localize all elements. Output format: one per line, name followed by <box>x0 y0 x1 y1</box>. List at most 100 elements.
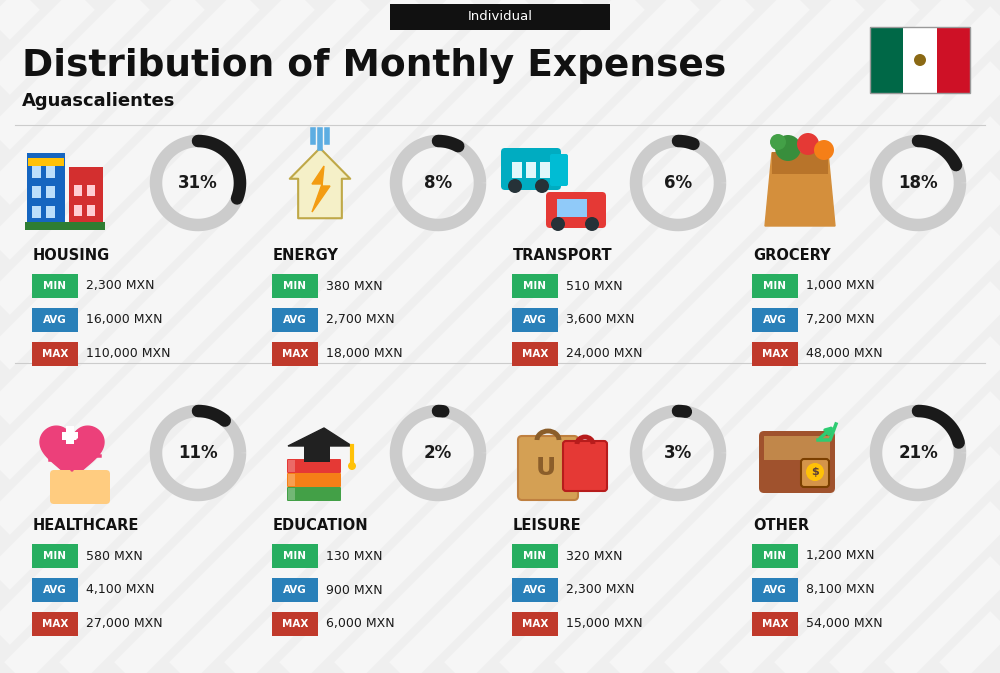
FancyBboxPatch shape <box>501 148 561 190</box>
Text: AVG: AVG <box>283 315 307 325</box>
Text: 48,000 MXN: 48,000 MXN <box>806 347 883 361</box>
FancyBboxPatch shape <box>69 167 103 227</box>
FancyBboxPatch shape <box>50 470 110 504</box>
Polygon shape <box>288 428 352 446</box>
Text: 580 MXN: 580 MXN <box>86 549 143 563</box>
Text: 130 MXN: 130 MXN <box>326 549 382 563</box>
FancyBboxPatch shape <box>27 153 65 227</box>
Text: 18,000 MXN: 18,000 MXN <box>326 347 403 361</box>
FancyBboxPatch shape <box>87 185 95 196</box>
FancyBboxPatch shape <box>288 488 295 500</box>
FancyBboxPatch shape <box>512 308 558 332</box>
Text: 1,000 MXN: 1,000 MXN <box>806 279 875 293</box>
FancyBboxPatch shape <box>764 436 830 460</box>
Text: 6%: 6% <box>664 174 692 192</box>
Text: MIN: MIN <box>764 281 786 291</box>
FancyBboxPatch shape <box>272 578 318 602</box>
Text: MAX: MAX <box>42 619 68 629</box>
FancyBboxPatch shape <box>563 441 607 491</box>
FancyBboxPatch shape <box>546 192 606 228</box>
Text: MIN: MIN <box>524 551 546 561</box>
FancyBboxPatch shape <box>28 158 64 166</box>
Text: AVG: AVG <box>763 585 787 595</box>
Text: Aguascalientes: Aguascalientes <box>22 92 175 110</box>
FancyBboxPatch shape <box>752 342 798 366</box>
FancyBboxPatch shape <box>288 460 295 472</box>
Text: AVG: AVG <box>43 315 67 325</box>
Text: AVG: AVG <box>763 315 787 325</box>
Text: 11%: 11% <box>178 444 218 462</box>
FancyBboxPatch shape <box>272 274 318 298</box>
Text: 3%: 3% <box>664 444 692 462</box>
Text: MIN: MIN <box>284 281 306 291</box>
Text: MAX: MAX <box>762 349 788 359</box>
Text: 2,700 MXN: 2,700 MXN <box>326 314 395 326</box>
FancyBboxPatch shape <box>759 431 835 493</box>
FancyBboxPatch shape <box>752 308 798 332</box>
Text: MAX: MAX <box>522 619 548 629</box>
FancyBboxPatch shape <box>752 274 798 298</box>
FancyBboxPatch shape <box>32 612 78 636</box>
FancyBboxPatch shape <box>46 166 55 178</box>
Text: 2,300 MXN: 2,300 MXN <box>566 583 635 596</box>
FancyBboxPatch shape <box>287 487 341 501</box>
FancyBboxPatch shape <box>512 612 558 636</box>
Text: 900 MXN: 900 MXN <box>326 583 383 596</box>
Text: LEISURE: LEISURE <box>513 518 582 534</box>
FancyBboxPatch shape <box>772 152 828 174</box>
FancyBboxPatch shape <box>870 27 903 93</box>
Circle shape <box>348 462 356 470</box>
FancyBboxPatch shape <box>540 162 550 178</box>
Text: 320 MXN: 320 MXN <box>566 549 622 563</box>
Text: GROCERY: GROCERY <box>753 248 831 264</box>
FancyBboxPatch shape <box>937 27 970 93</box>
Text: 2%: 2% <box>424 444 452 462</box>
Text: 6,000 MXN: 6,000 MXN <box>326 618 395 631</box>
Circle shape <box>775 135 801 161</box>
FancyBboxPatch shape <box>46 186 55 198</box>
FancyBboxPatch shape <box>272 308 318 332</box>
FancyBboxPatch shape <box>62 432 78 440</box>
FancyBboxPatch shape <box>518 436 578 500</box>
Text: 15,000 MXN: 15,000 MXN <box>566 618 643 631</box>
FancyBboxPatch shape <box>752 578 798 602</box>
FancyBboxPatch shape <box>74 185 82 196</box>
Text: MAX: MAX <box>522 349 548 359</box>
Text: 18%: 18% <box>898 174 938 192</box>
Circle shape <box>585 217 599 231</box>
Text: 2,300 MXN: 2,300 MXN <box>86 279 154 293</box>
Text: 16,000 MXN: 16,000 MXN <box>86 314 162 326</box>
FancyBboxPatch shape <box>512 342 558 366</box>
FancyBboxPatch shape <box>272 342 318 366</box>
FancyBboxPatch shape <box>66 426 74 444</box>
FancyBboxPatch shape <box>32 166 41 178</box>
Text: 7,200 MXN: 7,200 MXN <box>806 314 875 326</box>
Polygon shape <box>40 426 104 484</box>
Text: MAX: MAX <box>282 349 308 359</box>
Text: 54,000 MXN: 54,000 MXN <box>806 618 883 631</box>
FancyBboxPatch shape <box>801 459 829 487</box>
FancyBboxPatch shape <box>74 205 82 216</box>
FancyBboxPatch shape <box>288 474 295 486</box>
FancyBboxPatch shape <box>752 544 798 568</box>
FancyBboxPatch shape <box>550 154 568 186</box>
Text: $: $ <box>811 467 819 477</box>
Text: MIN: MIN <box>764 551 786 561</box>
FancyBboxPatch shape <box>512 274 558 298</box>
FancyBboxPatch shape <box>32 342 78 366</box>
FancyBboxPatch shape <box>32 308 78 332</box>
FancyBboxPatch shape <box>32 206 41 218</box>
Text: 8,100 MXN: 8,100 MXN <box>806 583 875 596</box>
Text: 21%: 21% <box>898 444 938 462</box>
Text: 380 MXN: 380 MXN <box>326 279 383 293</box>
FancyBboxPatch shape <box>87 205 95 216</box>
FancyBboxPatch shape <box>304 444 330 462</box>
Text: MAX: MAX <box>282 619 308 629</box>
FancyBboxPatch shape <box>25 222 105 230</box>
FancyBboxPatch shape <box>390 4 610 30</box>
Text: AVG: AVG <box>523 315 547 325</box>
FancyBboxPatch shape <box>526 162 536 178</box>
Circle shape <box>770 134 786 150</box>
Circle shape <box>814 140 834 160</box>
Text: HOUSING: HOUSING <box>33 248 110 264</box>
